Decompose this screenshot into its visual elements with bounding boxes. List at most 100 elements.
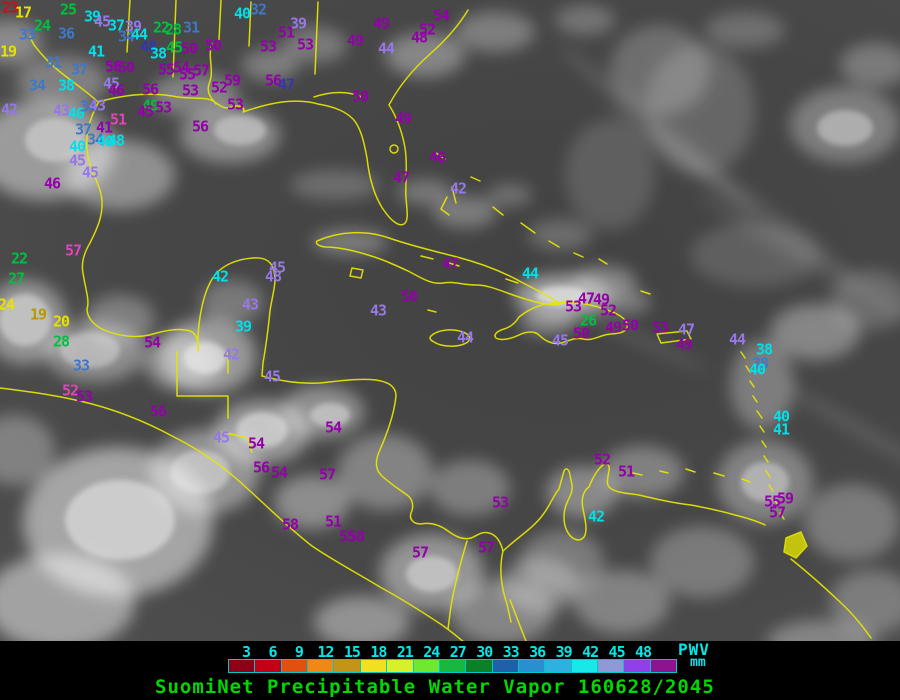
station-value: 45: [81, 163, 99, 182]
station-value: 51: [617, 462, 635, 481]
station-value: 57: [64, 241, 82, 260]
colombia-borders: [447, 540, 527, 641]
station-value: 34: [79, 97, 97, 116]
colorbar-tick: 18: [370, 643, 387, 661]
station-value: 39: [289, 14, 307, 33]
pacific-coast: [0, 387, 464, 641]
station-value: 38: [755, 340, 773, 359]
station-value: 33: [18, 25, 36, 44]
station-value: 45: [551, 331, 569, 350]
station-value: 25: [59, 0, 77, 19]
station-value: 44: [377, 39, 395, 58]
station-value: 22: [10, 249, 28, 268]
station-value: 49: [604, 318, 622, 337]
station-value: 44: [521, 264, 539, 283]
station-value: 41: [95, 118, 113, 137]
station-value: 45: [102, 74, 120, 93]
station-value: 28: [164, 20, 182, 39]
station-value: 56: [149, 402, 167, 421]
station-value: 34: [86, 130, 104, 149]
station-value: 45: [165, 38, 183, 57]
station-value: 37: [70, 60, 88, 79]
colorbar-segment: [518, 660, 546, 672]
station-value: 20: [52, 312, 70, 331]
station-value: 28: [52, 332, 70, 351]
station-value: 58: [281, 515, 299, 534]
station-value: 55: [178, 65, 196, 84]
station-value: 49: [394, 109, 412, 128]
colorbar-tick: 42: [582, 643, 599, 661]
station-value: 45: [93, 12, 111, 31]
station-value: 43: [52, 101, 70, 120]
station-value: 47: [392, 168, 410, 187]
station-value: 55: [157, 60, 175, 79]
colorbar-segment: [255, 660, 282, 672]
station-value: 40: [96, 132, 114, 151]
station-value: 57: [318, 465, 336, 484]
station-value: 52: [593, 450, 611, 469]
station-value: 49: [675, 335, 693, 354]
station-value: 38: [57, 76, 75, 95]
central-america-caribbean-coast: [261, 375, 504, 552]
station-value: 52: [418, 20, 436, 39]
mexico-east-coast: [81, 102, 199, 352]
station-value: 54: [324, 418, 342, 437]
station-value: 53: [226, 95, 244, 114]
colorbar-tick: 15: [343, 643, 361, 661]
caption-text: SuomiNet Precipitable Water Vapor 160628…: [155, 676, 715, 698]
colorbar-segment: [650, 660, 677, 672]
station-value: 45: [268, 258, 286, 277]
station-value: 50: [351, 87, 369, 106]
colorbar-segment: [571, 660, 599, 672]
station-value: 59: [776, 489, 794, 508]
station-value: 53: [491, 493, 509, 512]
station-value: 50: [621, 316, 639, 335]
station-value: 54: [270, 463, 288, 482]
station-value: 44: [130, 25, 148, 44]
station-value: 50: [204, 36, 222, 55]
state-borders: [126, 0, 319, 78]
venezuela-islands: [632, 468, 751, 483]
station-value: 43: [88, 96, 106, 115]
station-value: 41: [772, 420, 790, 439]
colorbar-segment: [598, 660, 625, 672]
station-value: 24: [33, 16, 51, 35]
coastline-layer: [0, 0, 872, 641]
station-value: 48: [139, 37, 157, 56]
station-value: 54: [172, 58, 190, 77]
station-value: 57: [768, 503, 786, 522]
station-value: 52: [61, 381, 79, 400]
station-value: 48: [107, 131, 125, 150]
station-value: 48: [264, 267, 282, 286]
bahamas-islands: [435, 152, 651, 295]
station-value: 47: [577, 289, 595, 308]
station-value: 45: [136, 102, 154, 121]
colorbar-segment: [545, 660, 572, 672]
station-value: 19: [0, 42, 17, 61]
station-value: 48: [410, 28, 428, 47]
station-value: 45: [212, 428, 230, 447]
colorbar-unit: mm: [690, 655, 706, 670]
station-value: 34: [28, 76, 46, 95]
station-value: 37: [107, 16, 125, 35]
station-value: 39: [83, 7, 101, 26]
station-value: 54: [432, 6, 450, 25]
station-value: 26: [579, 311, 597, 330]
colorbar-tick: 21: [396, 643, 414, 661]
colorbar-tick: 9: [294, 643, 304, 661]
cuba-coast: [315, 231, 561, 306]
station-value: 40: [67, 104, 85, 123]
station-value: 38: [149, 44, 167, 63]
station-value: 54: [247, 434, 265, 453]
station-value: 46: [43, 174, 61, 193]
colorbar-tick: 6: [268, 643, 277, 661]
station-value: 42: [211, 267, 229, 286]
station-value: 23: [1, 0, 19, 17]
station-value: 57: [411, 543, 429, 562]
station-value: 50: [400, 287, 418, 306]
station-value: 37: [74, 120, 92, 139]
station-value: 45: [263, 367, 281, 386]
yucatan-coast: [197, 257, 276, 377]
south-america-se-coast: [790, 558, 872, 639]
